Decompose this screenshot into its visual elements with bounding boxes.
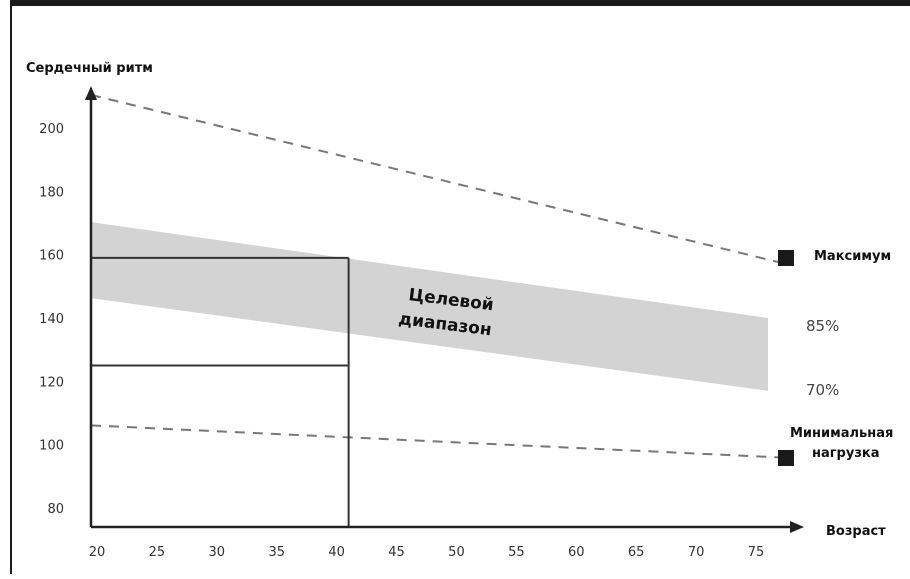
y-tick-label: 160	[39, 249, 64, 264]
x-tick-label: 40	[328, 545, 345, 560]
left-border	[10, 0, 12, 574]
y-tick-label: 140	[39, 312, 64, 327]
x-tick-label: 65	[628, 545, 645, 560]
y-tick-label: 180	[39, 185, 64, 200]
x-tick-label: 70	[688, 545, 705, 560]
y-axis-arrow	[85, 86, 97, 100]
p85-label: 85%	[806, 317, 839, 335]
target-zone-band	[91, 222, 768, 391]
x-tick-label: 20	[89, 545, 106, 560]
y-axis-title: Сердечный ритм	[26, 61, 153, 76]
lines-layer	[90, 93, 794, 466]
min-load-marker	[778, 450, 794, 466]
y-tick-label: 100	[39, 439, 64, 454]
ticks-layer: 20 25 30 35 40 45 50 55 60 65 70 75 80 100 120 140 160 18…	[39, 122, 764, 560]
x-tick-label: 75	[748, 545, 765, 560]
min-label-line2: нагрузка	[812, 446, 879, 461]
min-label-line1: Минимальная	[790, 426, 893, 441]
x-axis-arrow	[790, 521, 804, 533]
x-tick-label: 60	[568, 545, 585, 560]
p70-label: 70%	[806, 381, 839, 399]
target-band-layer	[91, 222, 768, 391]
x-tick-label: 30	[209, 545, 226, 560]
y-tick-label: 80	[47, 502, 64, 517]
top-border	[10, 0, 910, 6]
reference-box-layer	[91, 256, 350, 527]
x-tick-label: 25	[149, 545, 166, 560]
x-tick-label: 35	[268, 545, 285, 560]
min-load-line	[90, 424, 779, 459]
x-tick-label: 50	[448, 545, 465, 560]
max-heart-rate-line	[90, 93, 779, 263]
x-axis-title: Возраст	[826, 524, 886, 539]
max-marker	[778, 250, 794, 266]
x-tick-label: 55	[508, 545, 525, 560]
x-tick-label: 45	[388, 545, 405, 560]
max-label: Максимум	[814, 249, 891, 264]
y-tick-label: 120	[39, 375, 64, 390]
y-tick-label: 200	[39, 122, 64, 137]
axes-layer	[85, 86, 804, 533]
